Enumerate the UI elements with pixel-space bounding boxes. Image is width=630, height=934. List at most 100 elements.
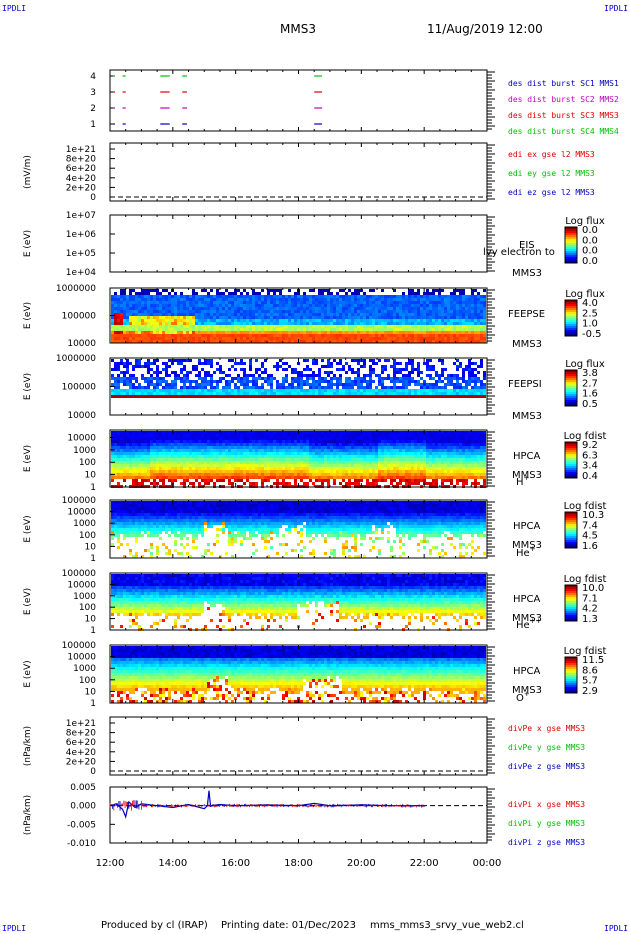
spectrogram-cell	[318, 389, 321, 392]
spectrogram-cell	[255, 325, 258, 328]
spectrogram-cell	[390, 310, 393, 313]
spectrogram-cell	[453, 289, 456, 292]
spectrogram-cell	[174, 298, 177, 301]
spectrogram-cell	[369, 331, 372, 334]
spectrogram-cell	[273, 328, 276, 331]
spectrogram-cell	[483, 325, 486, 328]
spectrogram-cell	[363, 325, 366, 328]
spectrogram-cell	[342, 307, 345, 310]
spectrogram-cell	[231, 334, 234, 337]
spectrogram-cell	[192, 449, 195, 452]
spectrogram-cell	[183, 374, 186, 377]
spectrogram-cell	[414, 319, 417, 322]
spectrogram-cell	[147, 434, 150, 437]
spectrogram-cell	[225, 337, 228, 340]
spectrogram-cell	[285, 431, 288, 434]
spectrogram-cell	[390, 380, 393, 383]
spectrogram-cell	[207, 440, 210, 443]
spectrogram-cell	[456, 319, 459, 322]
spectrogram-cell	[240, 301, 243, 304]
spectrogram-cell	[291, 386, 294, 389]
spectrogram-cell	[246, 392, 249, 395]
spectrogram-cell	[135, 304, 138, 307]
spectrogram-cell	[384, 319, 387, 322]
spectrogram-cell	[300, 434, 303, 437]
spectrogram-cell	[237, 331, 240, 334]
spectrogram-cell	[357, 340, 360, 343]
spectrogram-cell	[273, 440, 276, 443]
spectrogram-cell	[384, 313, 387, 316]
spectrogram-cell	[318, 304, 321, 307]
spectrogram-cell	[225, 374, 228, 377]
spectrogram-cell	[129, 389, 132, 392]
spectrogram-cell	[261, 334, 264, 337]
spectrogram-cell	[240, 331, 243, 334]
spectrogram-cell	[243, 446, 246, 449]
spectrogram-cell	[180, 443, 183, 446]
spectrogram-cell	[357, 313, 360, 316]
spectrogram-cell	[294, 467, 297, 470]
spectrogram-cell	[231, 434, 234, 437]
spectrogram-cell	[234, 337, 237, 340]
spectrogram-cell	[453, 334, 456, 337]
spectrogram-cell	[171, 319, 174, 322]
spectrogram-cell	[459, 365, 462, 368]
spectrogram-cell	[417, 289, 420, 292]
spectrogram-cell	[480, 316, 483, 319]
spectrogram-cell	[402, 292, 405, 295]
spectrogram-cell	[471, 319, 474, 322]
spectrogram-cell	[234, 476, 237, 479]
spectrogram-cell	[381, 383, 384, 386]
spectrogram-cell	[357, 337, 360, 340]
spectrogram-cell	[258, 389, 261, 392]
spectrogram-cell	[456, 392, 459, 395]
spectrogram-cell	[261, 392, 264, 395]
spectrogram-cell	[348, 334, 351, 337]
spectrogram-cell	[339, 380, 342, 383]
spectrogram-cell	[384, 298, 387, 301]
spectrogram-cell	[366, 328, 369, 331]
spectrogram-cell	[162, 298, 165, 301]
spectrogram-cell	[348, 301, 351, 304]
spectrogram-cell	[141, 307, 144, 310]
spectrogram-cell	[342, 325, 345, 328]
spectrogram-cell	[201, 328, 204, 331]
spectrogram-cell	[429, 316, 432, 319]
spectrogram-cell	[135, 470, 138, 473]
spectrogram-cell	[306, 301, 309, 304]
spectrogram-cell	[351, 334, 354, 337]
spectrogram-cell	[426, 331, 429, 334]
spectrogram-cell	[369, 337, 372, 340]
spectrogram-cell	[336, 298, 339, 301]
spectrogram-cell	[252, 331, 255, 334]
spectrogram-cell	[357, 304, 360, 307]
spectrogram-cell	[300, 458, 303, 461]
spectrogram-cell	[222, 464, 225, 467]
spectrogram-cell	[276, 482, 279, 485]
y-tick-label: 100000	[62, 383, 97, 393]
spectrogram-cell	[204, 334, 207, 337]
spectrogram-cell	[300, 470, 303, 473]
spectrogram-cell	[246, 334, 249, 337]
spectrogram-cell	[294, 395, 297, 398]
spectrogram-cell	[237, 431, 240, 434]
spectrogram-cell	[237, 470, 240, 473]
spectrogram-cell	[252, 440, 255, 443]
spectrogram-cell	[240, 455, 243, 458]
spectrogram-cell	[249, 395, 252, 398]
colorbar-segment	[565, 398, 577, 401]
spectrogram-cell	[168, 331, 171, 334]
spectrogram-cell	[189, 334, 192, 337]
colorbar-segment	[565, 372, 577, 375]
spectrogram-cell	[444, 386, 447, 389]
spectrogram-cell	[432, 368, 435, 371]
spectrogram-cell	[219, 467, 222, 470]
spectrogram-cell	[132, 374, 135, 377]
spectrogram-cell	[231, 337, 234, 340]
spectrogram-cell	[435, 313, 438, 316]
spectrogram-cell	[369, 322, 372, 325]
spectrogram-cell	[192, 322, 195, 325]
spectrogram-cell	[369, 392, 372, 395]
spectrogram-cell	[282, 325, 285, 328]
spectrogram-cell	[465, 368, 468, 371]
